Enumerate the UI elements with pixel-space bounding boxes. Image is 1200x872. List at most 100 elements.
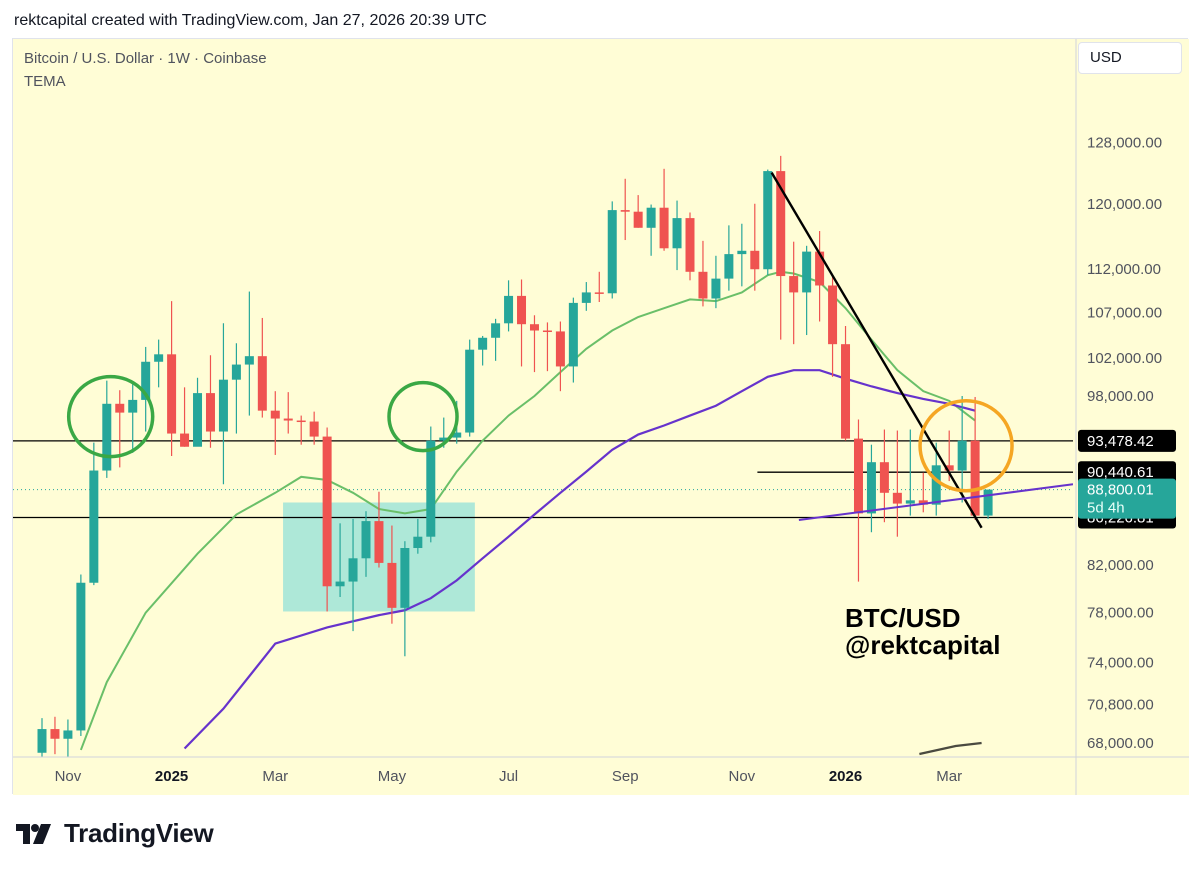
candle [478, 335, 488, 366]
time-tick-label: Jul [499, 768, 518, 785]
candle-body [789, 276, 799, 293]
candle [828, 276, 838, 377]
candle-body [400, 548, 410, 608]
trendline-support [798, 483, 1073, 521]
candle-body [322, 436, 332, 587]
candle [633, 195, 643, 228]
candle-body [685, 218, 695, 272]
price-tick-label: 102,000.00 [1087, 350, 1162, 367]
level-label-bg [1078, 461, 1176, 484]
candle-body [711, 278, 721, 299]
candle [180, 387, 190, 447]
indicator-label[interactable]: TEMA [24, 73, 66, 90]
candle-body [283, 418, 293, 421]
candle [750, 203, 760, 291]
candle [37, 718, 47, 757]
candle [529, 315, 539, 373]
watermark-author: @rektcapital [845, 630, 1000, 660]
candle [672, 200, 682, 271]
secondary-line [919, 741, 982, 756]
time-tick-label: 2026 [829, 768, 862, 785]
candle-body [387, 562, 397, 608]
candle [491, 318, 501, 361]
footer-logo: TradingView [16, 818, 214, 849]
plot-area: BTC/USD@rektcapital [13, 155, 1073, 757]
candle-body [633, 211, 643, 228]
price-tick-label: 112,000.00 [1087, 261, 1161, 278]
candle-body [802, 251, 812, 293]
candle-body [737, 250, 747, 255]
candle-body [128, 399, 138, 413]
candle-body [167, 354, 177, 434]
price-tick-label: 70,800.00 [1087, 697, 1154, 714]
candle [102, 380, 112, 478]
candle-body [504, 295, 514, 324]
currency-button[interactable]: USD [1078, 42, 1182, 74]
time-tick-label: Sep [612, 768, 639, 785]
candle [309, 411, 319, 445]
candle-body [841, 344, 851, 439]
candle [879, 429, 889, 523]
current-price-label: 88,800.01 [1087, 482, 1154, 499]
candle [853, 419, 863, 582]
candle [141, 346, 151, 432]
candle [348, 518, 358, 632]
candle [193, 377, 203, 447]
time-tick-label: May [378, 768, 407, 785]
candle [970, 396, 980, 521]
chart-pane[interactable]: BTC/USD @rektcapital 128,000.00 120,000.00 1… [12, 38, 1189, 795]
candle-body [983, 489, 993, 516]
candle-body [970, 440, 980, 516]
candle-body [542, 330, 552, 333]
candle [698, 240, 708, 307]
candle-body [763, 171, 773, 270]
level-label: 93,478.42 [1087, 433, 1154, 450]
candle-body [620, 210, 630, 212]
candle [154, 339, 164, 388]
candle-body [218, 379, 228, 432]
candle [218, 323, 228, 485]
price-chart[interactable]: BTC/USD@rektcapital 128,000.00 120,000.00 1… [13, 39, 1189, 795]
candle [465, 339, 475, 437]
candle [270, 391, 280, 455]
candle-body [426, 440, 436, 537]
candle [374, 491, 384, 568]
candle-body [439, 437, 449, 441]
countdown-label: 5d 4h [1087, 500, 1125, 517]
candle [918, 472, 928, 513]
candle [685, 212, 695, 281]
candle-body [296, 420, 306, 423]
candle-body [465, 349, 475, 433]
candle [257, 317, 267, 418]
candle-body [555, 331, 565, 367]
candle-body [37, 729, 47, 753]
time-tick-label: Mar [936, 768, 962, 785]
candle-body [750, 250, 760, 270]
candle-body [50, 729, 60, 739]
candle-body [957, 440, 967, 471]
candle-body [193, 393, 203, 447]
candle [763, 169, 773, 276]
candle [841, 326, 851, 441]
circle-annotation-green [66, 374, 155, 459]
candle-body [231, 364, 241, 380]
time-tick-label: Mar [262, 768, 288, 785]
candle [659, 168, 669, 251]
candle-body [931, 465, 941, 505]
candle [866, 444, 876, 533]
candle-body [568, 302, 578, 367]
candle-body [76, 582, 86, 731]
candle-body [478, 337, 488, 350]
candle [724, 225, 734, 291]
candle-body [892, 492, 902, 504]
candle-body [698, 271, 708, 299]
candle [361, 511, 371, 577]
footer-brand: TradingView [64, 818, 214, 848]
candle-body [257, 356, 267, 411]
candle [802, 245, 812, 336]
candle [892, 430, 902, 537]
candle-body [815, 251, 825, 286]
candle [620, 178, 630, 241]
candle [504, 280, 514, 332]
candle-body [529, 324, 539, 331]
